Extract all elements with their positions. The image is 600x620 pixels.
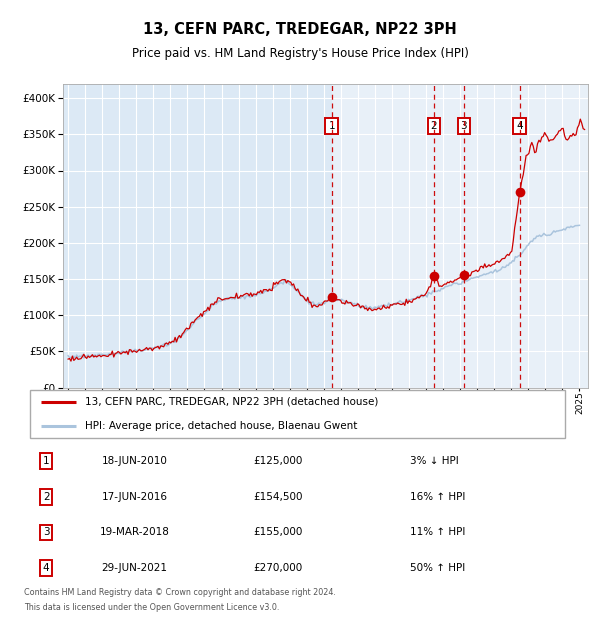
Text: 29-JUN-2021: 29-JUN-2021 (101, 563, 167, 573)
Text: £155,000: £155,000 (253, 528, 302, 538)
Text: 13, CEFN PARC, TREDEGAR, NP22 3PH (detached house): 13, CEFN PARC, TREDEGAR, NP22 3PH (detac… (85, 397, 378, 407)
Text: 11% ↑ HPI: 11% ↑ HPI (410, 528, 466, 538)
FancyBboxPatch shape (29, 389, 565, 438)
Text: Contains HM Land Registry data © Crown copyright and database right 2024.: Contains HM Land Registry data © Crown c… (24, 588, 336, 597)
Text: 18-JUN-2010: 18-JUN-2010 (101, 456, 167, 466)
Text: £154,500: £154,500 (253, 492, 302, 502)
Text: Price paid vs. HM Land Registry's House Price Index (HPI): Price paid vs. HM Land Registry's House … (131, 46, 469, 60)
Text: 4: 4 (43, 563, 49, 573)
Text: 50% ↑ HPI: 50% ↑ HPI (410, 563, 466, 573)
Text: 2: 2 (431, 121, 437, 131)
Text: £125,000: £125,000 (253, 456, 302, 466)
Text: 3: 3 (460, 121, 467, 131)
Text: 1: 1 (43, 456, 49, 466)
Text: 17-JUN-2016: 17-JUN-2016 (101, 492, 167, 502)
Text: 13, CEFN PARC, TREDEGAR, NP22 3PH: 13, CEFN PARC, TREDEGAR, NP22 3PH (143, 22, 457, 37)
Text: 16% ↑ HPI: 16% ↑ HPI (410, 492, 466, 502)
Text: This data is licensed under the Open Government Licence v3.0.: This data is licensed under the Open Gov… (24, 603, 280, 613)
Bar (332, 84, 588, 388)
Text: 1: 1 (328, 121, 335, 131)
Text: 3: 3 (43, 528, 49, 538)
Text: 2: 2 (43, 492, 49, 502)
Text: HPI: Average price, detached house, Blaenau Gwent: HPI: Average price, detached house, Blae… (85, 421, 357, 431)
Text: 4: 4 (517, 121, 523, 131)
Text: £270,000: £270,000 (253, 563, 302, 573)
Text: 3% ↓ HPI: 3% ↓ HPI (410, 456, 459, 466)
Text: 19-MAR-2018: 19-MAR-2018 (100, 528, 169, 538)
